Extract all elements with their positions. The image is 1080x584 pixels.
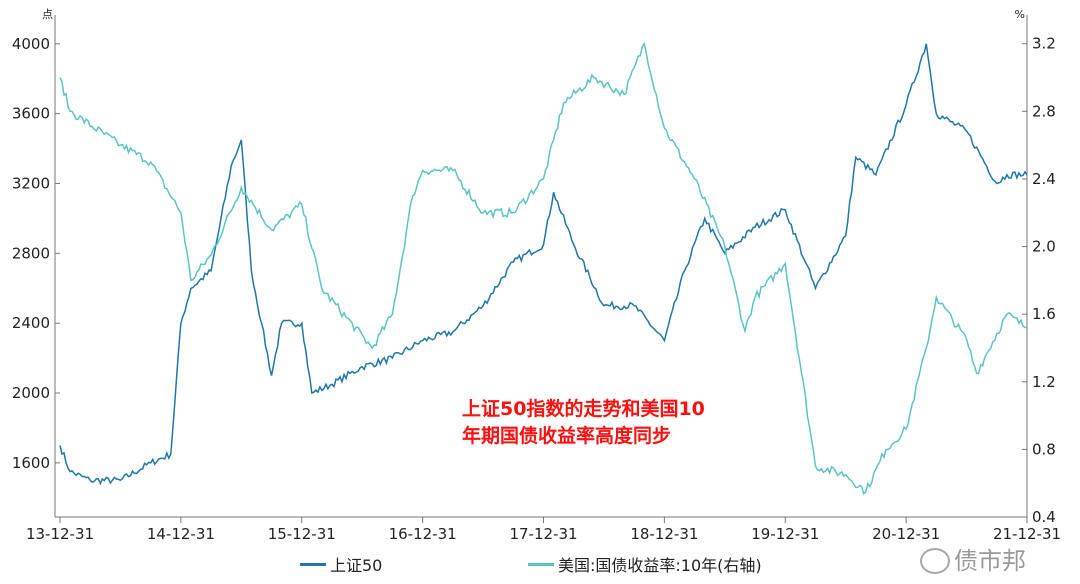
watermark-text: 债市邦 bbox=[954, 547, 1026, 575]
series-line-0 bbox=[59, 43, 1028, 486]
legend-swatch bbox=[528, 562, 554, 566]
legend-item-sse50: 上证50 bbox=[300, 552, 382, 576]
right-axis-unit: % bbox=[1015, 8, 1025, 21]
right-tick-label: 2.0 bbox=[1032, 238, 1056, 256]
right-tick-label: 3.2 bbox=[1032, 35, 1056, 53]
left-tick-label: 4000 bbox=[12, 35, 50, 53]
left-axis-unit: 点 bbox=[42, 8, 53, 21]
right-tick-label: 1.6 bbox=[1032, 305, 1056, 323]
x-tick-label: 15-12-31 bbox=[268, 525, 336, 543]
x-tick-label: 17-12-31 bbox=[509, 525, 577, 543]
left-tick-label: 2400 bbox=[12, 314, 50, 332]
annotation-line-1: 上证50指数的走势和美国10 bbox=[462, 398, 705, 420]
right-tick-label: 0.4 bbox=[1032, 508, 1056, 526]
legend-label: 上证50 bbox=[330, 556, 383, 575]
series-line-1 bbox=[59, 41, 1028, 496]
left-tick-label: 2000 bbox=[12, 384, 50, 402]
right-tick-label: 0.8 bbox=[1032, 440, 1056, 458]
right-tick-label: 1.2 bbox=[1032, 373, 1056, 391]
annotation-line-2: 年期国债收益率高度同步 bbox=[462, 425, 672, 447]
x-tick-label: 13-12-31 bbox=[26, 525, 94, 543]
x-tick-label: 20-12-31 bbox=[872, 525, 940, 543]
x-tick-label: 21-12-31 bbox=[993, 525, 1061, 543]
legend-item-us10y: 美国:国债收益率:10年(右轴) bbox=[528, 552, 762, 576]
watermark: 债市邦 bbox=[920, 546, 1026, 576]
right-tick-label: 2.8 bbox=[1032, 102, 1056, 120]
left-tick-label: 3600 bbox=[12, 105, 50, 123]
left-tick-label: 1600 bbox=[12, 454, 50, 472]
right-tick-label: 2.4 bbox=[1032, 170, 1056, 188]
legend-swatch bbox=[300, 562, 326, 566]
left-tick-label: 2800 bbox=[12, 244, 50, 262]
chart-annotation: 上证50指数的走势和美国10 年期国债收益率高度同步 bbox=[462, 396, 705, 450]
legend-label: 美国:国债收益率:10年(右轴) bbox=[558, 556, 762, 575]
wechat-icon bbox=[920, 548, 950, 574]
x-tick-label: 14-12-31 bbox=[147, 525, 215, 543]
x-tick-label: 18-12-31 bbox=[630, 525, 698, 543]
x-tick-label: 16-12-31 bbox=[389, 525, 457, 543]
left-tick-label: 3200 bbox=[12, 174, 50, 192]
x-tick-label: 19-12-31 bbox=[751, 525, 819, 543]
